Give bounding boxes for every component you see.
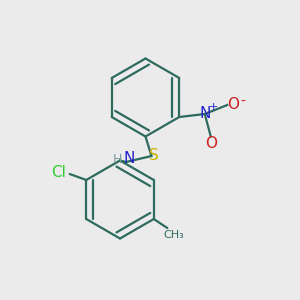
- Text: O: O: [227, 97, 239, 112]
- Text: O: O: [205, 136, 217, 151]
- Text: N: N: [200, 106, 211, 121]
- Text: CH₃: CH₃: [164, 230, 184, 240]
- Text: N: N: [123, 151, 135, 166]
- Text: +: +: [208, 101, 218, 112]
- Text: -: -: [240, 94, 245, 108]
- Text: S: S: [149, 148, 159, 164]
- Text: Cl: Cl: [51, 165, 66, 180]
- Text: H: H: [113, 153, 122, 166]
